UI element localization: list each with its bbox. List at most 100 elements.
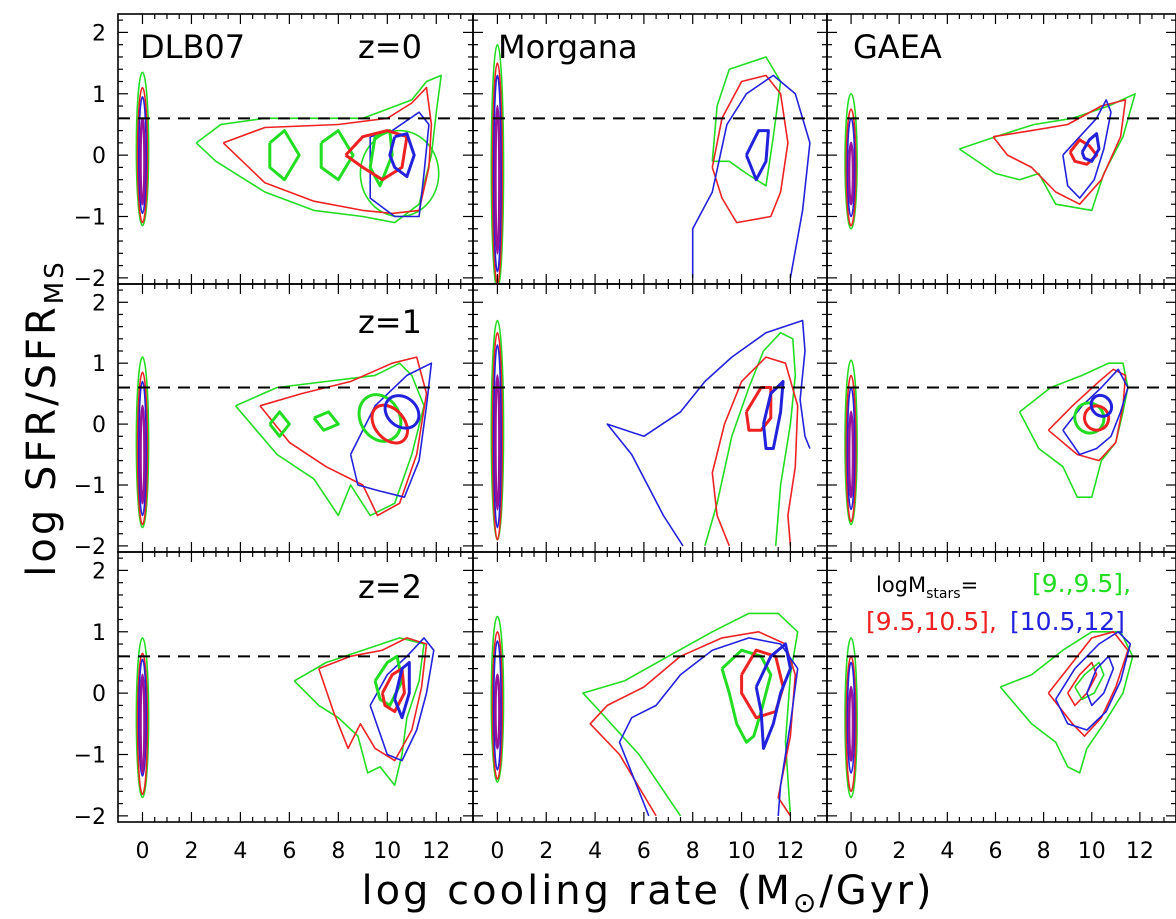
y-axis-title-main: log SFR/SFR (19, 304, 65, 577)
contour-green-4 (270, 131, 299, 180)
y-axis-title-sub: MS (40, 259, 70, 304)
contour-group (845, 94, 1135, 229)
x-tick-label: 10 (1078, 839, 1106, 864)
x-tick-label: 2 (184, 839, 198, 864)
contour-red-1 (1048, 369, 1125, 460)
x-tick-label: 12 (1126, 839, 1154, 864)
panel-grid (118, 14, 1176, 822)
legend-prefix-sub: stars (926, 586, 960, 602)
contour-red-1 (712, 357, 797, 546)
x-tick-label: 8 (1037, 839, 1051, 864)
contour-green-6 (270, 412, 290, 436)
contour-group (491, 613, 797, 816)
x-tick-label: 4 (233, 839, 247, 864)
panel-gaea-z1 (827, 284, 1176, 552)
model-label-dlb07: DLB07 (140, 28, 245, 66)
contour-green-7 (314, 412, 338, 430)
y-tick-label: 2 (92, 291, 106, 316)
y-tick-label: 0 (92, 144, 106, 169)
contour-red-1 (993, 100, 1125, 204)
panel-morgana-z1 (473, 284, 827, 552)
y-tick-label: 0 (92, 413, 106, 438)
x-tick-label: 12 (422, 839, 450, 864)
contour-group (845, 360, 1128, 524)
contour-green-0 (1020, 363, 1128, 497)
x-tick-label: 0 (844, 839, 858, 864)
x-tick-label: 10 (373, 839, 401, 864)
x-tick-label: 2 (539, 839, 553, 864)
y-tick-label: −1 (74, 744, 106, 769)
contour-blue-2 (607, 321, 810, 546)
contour-blue-3 (746, 131, 768, 180)
contour-purple-9 (849, 412, 853, 497)
contour-group (136, 638, 433, 798)
x-tick-label: 12 (776, 839, 804, 864)
x-axis-title-end: /Gyr) (819, 868, 934, 914)
x-tick-label: 6 (988, 839, 1002, 864)
x-axis-title-main: log cooling rate (M (361, 868, 792, 914)
panel-frame (827, 284, 1176, 552)
contour-purple-8 (849, 143, 853, 204)
contour-red-1 (590, 632, 795, 816)
contour-purple-12 (141, 118, 145, 204)
y-tick-label: −2 (74, 267, 106, 292)
x-tick-label: 8 (686, 839, 700, 864)
y-tick-label: 2 (92, 21, 106, 46)
contour-group (491, 45, 810, 290)
contour-red-4 (365, 398, 415, 450)
y-tick-label: 1 (92, 621, 106, 646)
contour-blue-4 (764, 382, 784, 449)
y-tick-label: 1 (92, 83, 106, 108)
contour-green-0 (705, 333, 795, 546)
y-tick-label: 2 (92, 559, 106, 584)
legend-prefix: logM (876, 573, 926, 597)
model-label-gaea: GAEA (853, 28, 942, 66)
contour-red-4 (1080, 401, 1113, 434)
contour-green-0 (1000, 632, 1132, 773)
x-tick-label: 0 (135, 839, 149, 864)
contour-purple-11 (141, 406, 145, 503)
redshift-label-z0: z=0 (358, 28, 422, 66)
redshift-label-z2: z=2 (358, 568, 422, 606)
contour-green-0 (959, 94, 1135, 211)
x-tick-label: 2 (892, 839, 906, 864)
contour-purple-7 (495, 106, 499, 253)
contour-blue-3 (370, 112, 429, 216)
x-tick-label: 4 (940, 839, 954, 864)
panel-morgana-z2 (473, 552, 827, 822)
contour-red-1 (1048, 632, 1128, 736)
redshift-label-z1: z=1 (358, 303, 422, 341)
legend-red: [9.5,10.5], (866, 607, 997, 636)
legend-blue: [10.5,12] (1010, 607, 1125, 636)
panel-frame (473, 284, 827, 552)
contour-green-4 (1075, 663, 1104, 700)
contour-purple-9 (141, 675, 145, 773)
y-tick-label: −2 (74, 805, 106, 830)
legend-green: [9.,9.5], (1032, 569, 1131, 598)
x-tick-label: 8 (331, 839, 345, 864)
contour-purple-9 (495, 675, 499, 749)
contour-group (491, 321, 810, 546)
contour-purple-8 (495, 375, 499, 509)
contour-blue-2 (351, 363, 432, 497)
x-tick-label: 10 (728, 839, 756, 864)
legend-eq: = (961, 573, 979, 597)
x-axis-title: log cooling rate (M⊙/Gyr) (361, 868, 934, 919)
x-tick-label: 0 (490, 839, 504, 864)
x-tick-label: 6 (637, 839, 651, 864)
y-tick-label: −1 (74, 206, 106, 231)
y-tick-label: 0 (92, 682, 106, 707)
y-tick-label: −1 (74, 474, 106, 499)
contour-purple-9 (849, 687, 853, 761)
svg-text:logMstars=: logMstars= (876, 573, 978, 602)
contour-red-2 (223, 88, 431, 214)
contour-green-3 (1070, 398, 1109, 438)
x-axis-title-sub: ⊙ (793, 886, 819, 919)
legend: logMstars= [9.,9.5], [9.5,10.5], [10.5,1… (866, 569, 1131, 636)
contour-group (136, 357, 431, 528)
y-tick-label: 1 (92, 352, 106, 377)
panel-frame (473, 552, 827, 822)
model-label-morgana: Morgana (498, 28, 638, 66)
